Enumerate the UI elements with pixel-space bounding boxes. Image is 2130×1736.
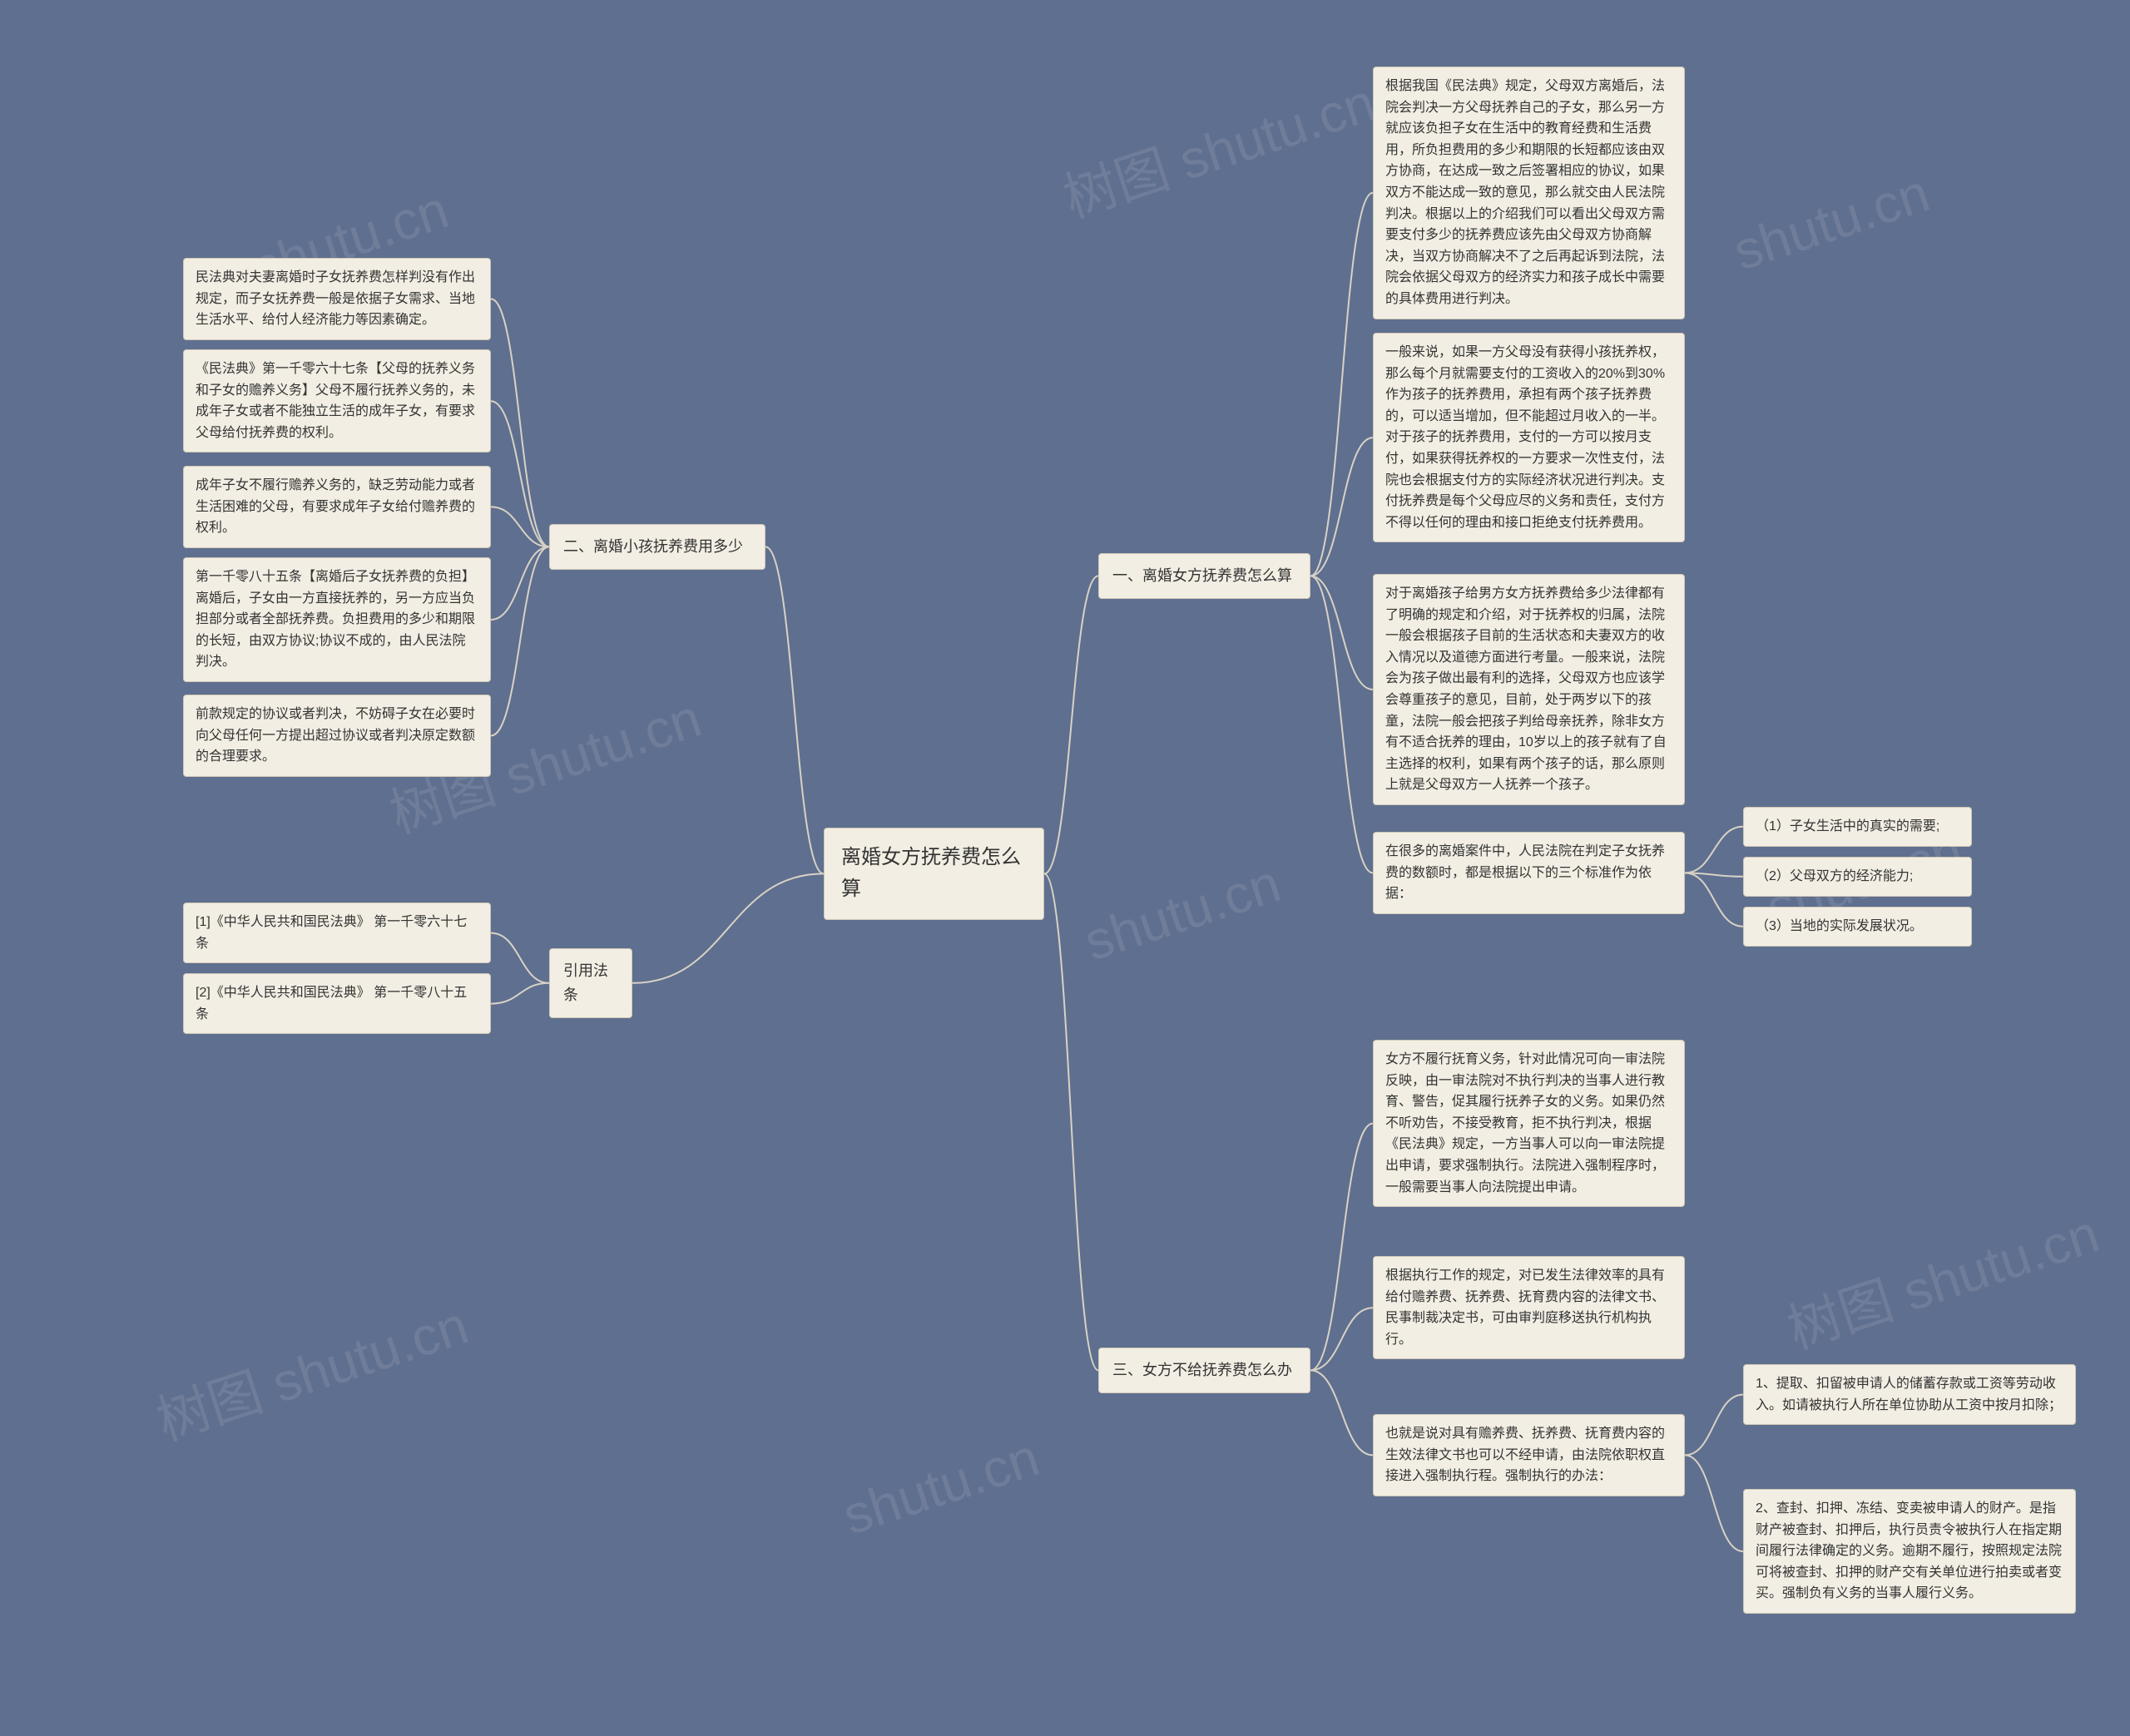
root-node[interactable]: 离婚女方抚养费怎么算 [824,828,1044,920]
leaf-node[interactable]: 成年子女不履行赡养义务的，缺乏劳动能力或者生活困难的父母，有要求成年子女给付赡养… [183,466,491,548]
branch-section-2[interactable]: 二、离婚小孩抚养费用多少 [549,524,765,570]
leaf-node[interactable]: 民法典对夫妻离婚时子女抚养费怎样判没有作出规定，而子女抚养费一般是依据子女需求、… [183,258,491,340]
leaf-node[interactable]: 对于离婚孩子给男方女方抚养费给多少法律都有了明确的规定和介绍，对于抚养权的归属，… [1373,574,1685,805]
leaf-node[interactable]: 在很多的离婚案件中，人民法院在判定子女抚养费的数额时，都是根据以下的三个标准作为… [1373,832,1685,914]
leaf-node[interactable]: 女方不履行抚育义务，针对此情况可向一审法院反映，由一审法院对不执行判决的当事人进… [1373,1040,1685,1207]
watermark: shutu.cn [1077,852,1287,972]
leaf-node[interactable]: 1、提取、扣留被申请人的储蓄存款或工资等劳动收入。如请被执行人所在单位协助从工资… [1743,1364,2076,1425]
branch-section-3[interactable]: 三、女方不给抚养费怎么办 [1098,1348,1310,1393]
leaf-node[interactable]: （3）当地的实际发展状况。 [1743,907,1972,947]
leaf-node[interactable]: 前款规定的协议或者判决，不妨碍子女在必要时向父母任何一方提出超过协议或者判决原定… [183,695,491,777]
leaf-node[interactable]: 也就是说对具有赡养费、抚养费、抚育费内容的生效法律文书也可以不经申请，由法院依职… [1373,1414,1685,1496]
leaf-node[interactable]: [1]《中华人民共和国民法典》 第一千零六十七条 [183,903,491,963]
leaf-node[interactable]: 根据我国《民法典》规定，父母双方离婚后，法院会判决一方父母抚养自己的子女，那么另… [1373,67,1685,319]
leaf-node[interactable]: （2）父母双方的经济能力; [1743,857,1972,897]
leaf-node[interactable]: 第一千零八十五条【离婚后子女抚养费的负担】离婚后，子女由一方直接抚养的，另一方应… [183,557,491,682]
leaf-node[interactable]: （1）子女生活中的真实的需要; [1743,807,1972,847]
branch-citations[interactable]: 引用法条 [549,948,632,1018]
watermark: 树图 shutu.cn [1776,1191,2107,1363]
watermark: shutu.cn [835,1426,1046,1546]
branch-section-1[interactable]: 一、离婚女方抚养费怎么算 [1098,553,1310,599]
leaf-node[interactable]: [2]《中华人民共和国民法典》 第一千零八十五条 [183,973,491,1034]
leaf-node[interactable]: 一般来说，如果一方父母没有获得小孩抚养权，那么每个月就需要支付的工资收入的20%… [1373,333,1685,542]
leaf-node[interactable]: 《民法典》第一千零六十七条【父母的抚养义务和子女的赡养义务】父母不履行抚养义务的… [183,349,491,453]
watermark: 树图 shutu.cn [146,1283,476,1455]
leaf-node[interactable]: 根据执行工作的规定，对已发生法律效率的具有给付赡养费、抚养费、抚育费内容的法律文… [1373,1256,1685,1359]
watermark: shutu.cn [1726,161,1936,282]
leaf-node[interactable]: 2、查封、扣押、冻结、变卖被申请人的财产。是指财产被查封、扣押后，执行员责令被执… [1743,1489,2076,1614]
watermark: 树图 shutu.cn [1053,60,1383,232]
